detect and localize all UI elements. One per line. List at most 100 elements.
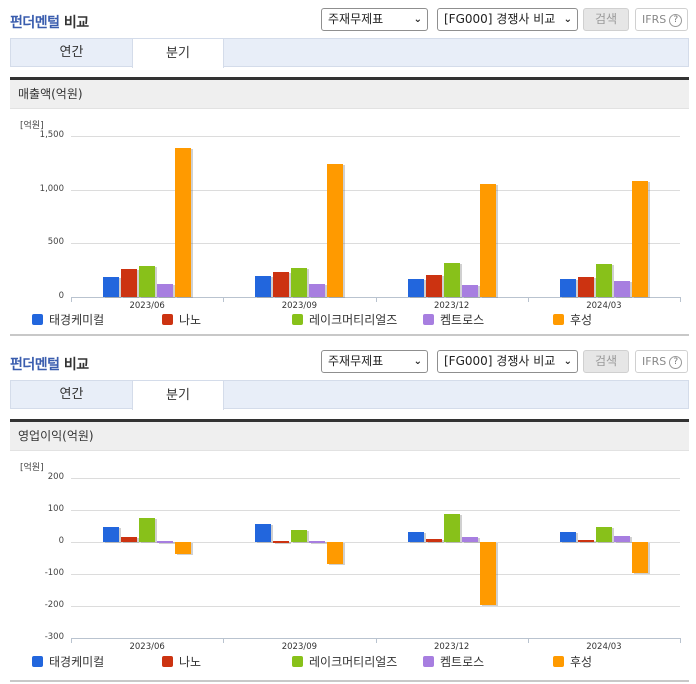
bar[interactable] [157, 541, 174, 544]
gridline [71, 574, 680, 575]
bar[interactable] [613, 280, 630, 297]
ifrs-button[interactable]: IFRS? [635, 350, 688, 373]
bar[interactable] [613, 535, 630, 542]
bar[interactable] [103, 526, 120, 542]
bar[interactable] [309, 283, 326, 297]
bar[interactable] [175, 147, 192, 297]
statement-select[interactable]: 주재무제표 ⌄ [321, 8, 428, 31]
bar[interactable] [443, 262, 460, 297]
legend-label: 나노 [179, 655, 202, 669]
chart-legend: 태경케미컬 나노 레이크머티리얼즈 켐트로스 후성 [0, 654, 696, 672]
compare-select[interactable]: [FG000] 경쟁사 비교 ⌄ [437, 8, 578, 31]
x-tick-label: 2023/12 [433, 301, 470, 311]
legend-label: 켐트로스 [440, 313, 485, 327]
x-tick-mark [223, 638, 224, 643]
legend-item[interactable]: 켐트로스 [423, 312, 484, 328]
legend-swatch-icon [553, 314, 564, 325]
legend-label: 레이크머티리얼즈 [309, 313, 398, 327]
legend-item[interactable]: 후성 [553, 312, 592, 328]
bar[interactable] [407, 278, 424, 297]
tab-quarter[interactable]: 분기 [132, 38, 224, 68]
tab-annual[interactable]: 연간 [59, 387, 84, 402]
tab-quarter[interactable]: 분기 [132, 380, 224, 410]
bar[interactable] [559, 278, 576, 297]
chevron-down-icon: ⌄ [563, 356, 572, 367]
section-title: 펀더멘털 비교 [10, 354, 89, 374]
bar[interactable] [559, 532, 576, 542]
fundamental-compare-section-operating-profit: 펀더멘털 비교 주재무제표 ⌄ [FG000] 경쟁사 비교 ⌄ 검색 IFRS… [0, 342, 696, 682]
bar[interactable] [309, 541, 326, 544]
search-button[interactable]: 검색 [583, 8, 629, 31]
bar[interactable] [631, 542, 648, 574]
bar[interactable] [425, 274, 442, 297]
legend-item[interactable]: 레이크머티리얼즈 [292, 312, 397, 328]
x-tick-label: 2023/06 [129, 301, 165, 311]
legend-item[interactable]: 태경케미컬 [32, 312, 104, 328]
x-tick-label: 2023/12 [433, 642, 470, 652]
legend-item[interactable]: 켐트로스 [423, 654, 484, 670]
bar[interactable] [479, 542, 496, 605]
gridline [71, 136, 680, 137]
operating-profit-bar-chart: [억원] 200 100 0 -100 -200 -300 2023/06 2023/09 20… [0, 342, 696, 682]
bar[interactable] [577, 276, 594, 297]
legend-item[interactable]: 후성 [553, 654, 592, 670]
ifrs-button[interactable]: IFRS? [635, 8, 688, 31]
bar[interactable] [291, 530, 308, 542]
help-icon[interactable]: ? [669, 355, 683, 369]
legend-item[interactable]: 레이크머티리얼즈 [292, 654, 397, 670]
tab-annual[interactable]: 연간 [59, 45, 84, 60]
x-tick-mark [376, 638, 377, 643]
gridline [71, 606, 680, 607]
x-tick-label: 2023/09 [281, 642, 318, 652]
legend-item[interactable]: 나노 [162, 654, 201, 670]
unit-label: [억원] [20, 463, 44, 473]
bar[interactable] [461, 284, 478, 297]
x-tick-mark [71, 638, 72, 643]
bar[interactable] [327, 163, 344, 297]
bar[interactable] [273, 541, 290, 544]
chevron-down-icon: ⌄ [413, 356, 422, 367]
bar[interactable] [255, 524, 272, 542]
revenue-bar-chart: [억원] 1,500 1,000 500 0 2023/06 2023/09 2023/12… [0, 0, 696, 340]
legend-item[interactable]: 태경케미컬 [32, 654, 104, 670]
bar[interactable] [139, 265, 156, 297]
bar[interactable] [595, 526, 612, 542]
compare-select-value: [FG000] 경쟁사 비교 [444, 354, 556, 368]
legend-swatch-icon [423, 656, 434, 667]
x-axis-line [71, 638, 680, 639]
bar[interactable] [291, 268, 308, 297]
bar[interactable] [175, 542, 192, 554]
search-button[interactable]: 검색 [583, 350, 629, 373]
bar[interactable] [103, 276, 120, 297]
bar[interactable] [461, 536, 478, 542]
bar[interactable] [479, 183, 496, 297]
x-axis-line [71, 297, 680, 298]
bar[interactable] [443, 513, 460, 542]
bar[interactable] [157, 283, 174, 297]
bar[interactable] [121, 536, 138, 542]
bar[interactable] [407, 532, 424, 542]
legend-swatch-icon [423, 314, 434, 325]
bar[interactable] [577, 540, 594, 543]
bar[interactable] [139, 517, 156, 542]
gridline [71, 542, 680, 543]
y-tick-label: -300 [44, 632, 64, 642]
bar[interactable] [595, 263, 612, 297]
legend-item[interactable]: 나노 [162, 312, 201, 328]
statement-select[interactable]: 주재무제표 ⌄ [321, 350, 428, 373]
bar[interactable] [631, 180, 648, 297]
bar[interactable] [327, 542, 344, 565]
compare-select[interactable]: [FG000] 경쟁사 비교 ⌄ [437, 350, 578, 373]
ifrs-label: IFRS [642, 13, 667, 26]
bar[interactable] [255, 275, 272, 297]
y-tick-label: 500 [47, 237, 64, 248]
gridline [71, 243, 680, 244]
legend-swatch-icon [32, 656, 43, 667]
bar[interactable] [121, 268, 138, 297]
bar[interactable] [425, 538, 442, 542]
legend-label: 켐트로스 [440, 655, 485, 669]
help-icon[interactable]: ? [669, 13, 683, 27]
x-tick-mark [376, 297, 377, 302]
title-rest: 비교 [59, 15, 89, 31]
bar[interactable] [273, 271, 290, 297]
